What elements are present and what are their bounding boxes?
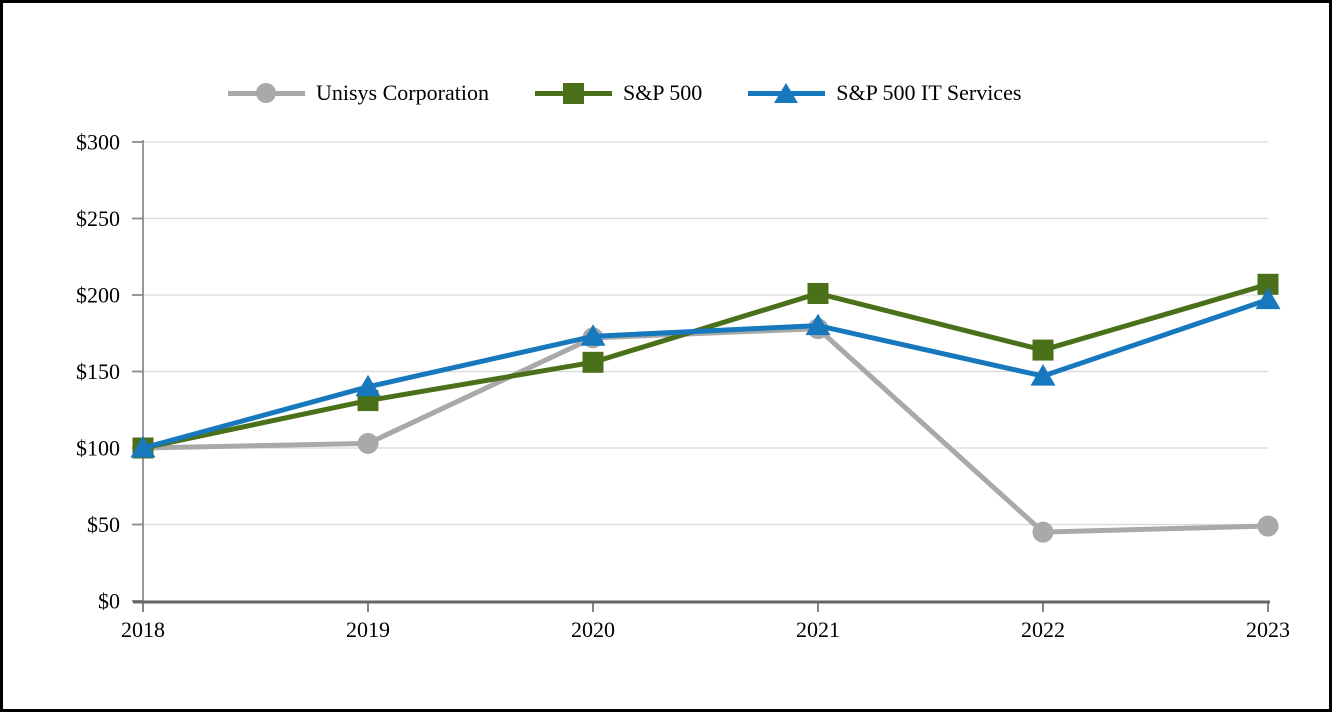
circle-marker-icon	[256, 83, 276, 103]
y-axis-tick-label: $0	[98, 589, 120, 614]
marker-circle-unisys-corporation	[1257, 515, 1279, 537]
y-axis-tick-label: $150	[76, 359, 120, 384]
marker-square-s-p-500	[807, 282, 829, 304]
triangle-marker-icon	[774, 83, 799, 103]
square-marker-icon	[562, 82, 584, 104]
marker-square-s-p-500	[582, 351, 604, 373]
y-axis-tick-label: $200	[76, 283, 120, 308]
marker-triangle-s-p-500-it-services	[130, 436, 156, 458]
marker-square-s-p-500	[1257, 273, 1279, 295]
y-axis-tick-label: $50	[87, 512, 120, 537]
x-axis-tick-label: 2022	[1021, 617, 1065, 642]
x-axis-tick-label: 2021	[796, 617, 840, 642]
y-axis-tick-label: $250	[76, 206, 120, 231]
marker-triangle-s-p-500-it-services	[1030, 364, 1056, 386]
unisys-corporation-marker-icon	[228, 80, 305, 106]
legend-label: S&P 500	[622, 80, 703, 105]
sp500-it-services-marker-icon	[748, 80, 826, 106]
marker-triangle-s-p-500-it-services	[580, 324, 606, 346]
x-axis-tick-label: 2020	[571, 617, 615, 642]
legend-label: Unisys Corporation	[316, 80, 489, 105]
legend-item-sp500: S&P 500	[534, 80, 703, 106]
legend-item-sp500-it-services: S&P 500 IT Services	[748, 80, 1021, 106]
marker-circle-unisys-corporation	[1032, 521, 1054, 543]
marker-triangle-s-p-500-it-services	[805, 313, 831, 336]
legend-item-unisys-corporation: Unisys Corporation	[228, 80, 489, 106]
y-axis-tick-label: $300	[76, 130, 120, 155]
series-line-s-p-500-it-services	[142, 297, 1269, 451]
marker-circle-unisys-corporation	[357, 432, 379, 454]
marker-square-s-p-500	[1032, 339, 1054, 361]
y-axis-tick-label: $100	[76, 436, 120, 461]
series-line-s-p-500	[142, 281, 1269, 451]
legend: Unisys Corporation S&P 500 S&P 500 IT Se…	[228, 80, 1021, 106]
marker-triangle-s-p-500-it-services	[355, 374, 381, 397]
x-axis-tick-label: 2018	[121, 617, 165, 642]
marker-triangle-s-p-500-it-services	[1255, 287, 1281, 310]
x-axis-tick-label: 2023	[1246, 617, 1290, 642]
sp500-marker-icon	[534, 80, 612, 106]
x-axis-tick-label: 2019	[346, 617, 390, 642]
legend-label: S&P 500 IT Services	[836, 80, 1022, 105]
